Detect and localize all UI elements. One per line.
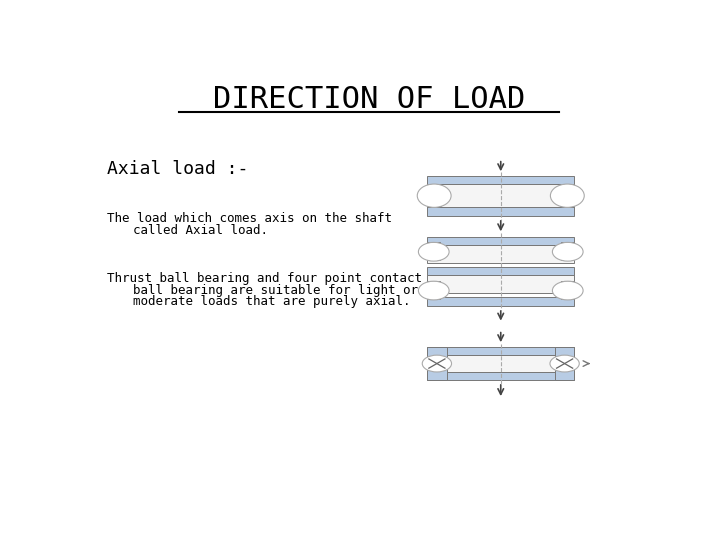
Ellipse shape [552, 281, 583, 300]
Bar [427, 267, 575, 275]
Ellipse shape [418, 184, 451, 207]
Bar [427, 275, 575, 293]
Ellipse shape [422, 355, 451, 372]
Ellipse shape [426, 286, 436, 291]
Bar [427, 281, 441, 299]
Text: Axial load :-: Axial load :- [107, 160, 248, 178]
Text: ball bearing are suitable for light or: ball bearing are suitable for light or [132, 284, 418, 297]
Bar [427, 347, 446, 380]
Bar [427, 176, 575, 185]
Bar [560, 185, 575, 206]
Bar [427, 298, 575, 306]
Bar [427, 355, 575, 372]
Bar [561, 242, 575, 260]
Text: The load which comes axis on the shaft: The load which comes axis on the shaft [107, 212, 392, 225]
Text: moderate loads that are purely axial.: moderate loads that are purely axial. [132, 295, 410, 308]
Bar [427, 372, 575, 380]
Text: called Axial load.: called Axial load. [132, 224, 268, 237]
Text: DIRECTION OF LOAD: DIRECTION OF LOAD [213, 85, 525, 114]
Ellipse shape [418, 242, 449, 261]
Bar [555, 347, 575, 380]
Bar [427, 185, 575, 207]
Ellipse shape [550, 184, 584, 207]
Ellipse shape [418, 281, 449, 300]
Ellipse shape [559, 286, 570, 291]
Bar [427, 242, 441, 260]
Bar [427, 347, 575, 355]
Bar [427, 207, 575, 215]
Ellipse shape [559, 247, 570, 252]
Bar [427, 237, 575, 245]
Ellipse shape [426, 247, 436, 252]
Ellipse shape [552, 242, 583, 261]
Text: Thrust ball bearing and four point contact: Thrust ball bearing and four point conta… [107, 272, 422, 285]
Ellipse shape [558, 190, 570, 195]
Ellipse shape [425, 190, 437, 195]
Bar [427, 245, 575, 263]
Bar [427, 185, 441, 206]
Bar [561, 281, 575, 299]
Ellipse shape [550, 355, 580, 372]
